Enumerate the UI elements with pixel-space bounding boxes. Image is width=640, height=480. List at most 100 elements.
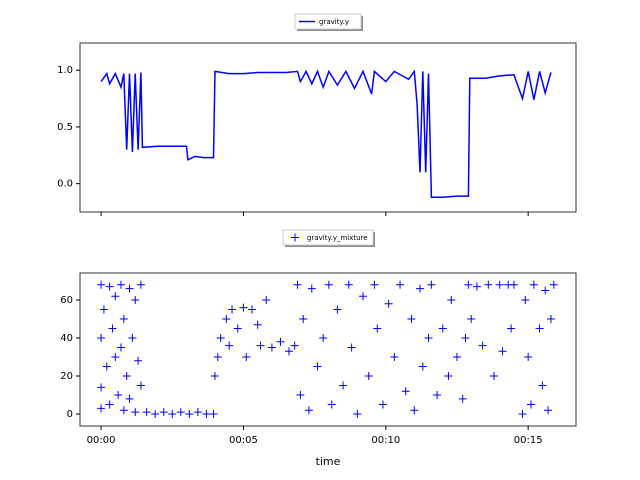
plus-marker — [114, 391, 123, 400]
plus-marker — [111, 292, 120, 301]
y-tick-label: 60 — [60, 295, 73, 306]
plus-marker — [464, 280, 473, 289]
plus-marker — [444, 372, 453, 381]
plus-marker — [333, 305, 342, 314]
plus-marker — [461, 334, 470, 343]
plus-marker — [495, 280, 504, 289]
plus-marker — [401, 387, 410, 396]
plus-marker — [210, 372, 219, 381]
data-line — [100, 69, 552, 199]
plus-marker — [159, 408, 168, 417]
plus-marker — [97, 334, 106, 343]
plus-marker — [293, 280, 302, 289]
plus-marker — [256, 341, 265, 350]
plus-marker — [117, 343, 126, 352]
plus-marker — [151, 410, 160, 419]
plus-marker — [262, 295, 271, 304]
plus-marker — [119, 406, 128, 415]
plus-marker — [105, 282, 114, 291]
plus-marker — [507, 324, 516, 333]
plus-marker — [390, 353, 399, 362]
plus-marker — [307, 284, 316, 293]
plus-marker — [299, 314, 308, 323]
y-tick-label: 0.5 — [57, 122, 73, 133]
plus-marker — [102, 362, 111, 371]
plus-marker — [111, 353, 120, 362]
plus-marker — [136, 381, 145, 390]
plus-marker — [276, 337, 285, 346]
plus-marker — [242, 353, 251, 362]
plus-marker — [131, 295, 140, 304]
plus-marker — [544, 406, 553, 415]
plus-marker — [396, 280, 405, 289]
plus-marker — [541, 286, 550, 295]
plus-marker — [521, 295, 530, 304]
plus-marker — [410, 406, 419, 415]
plus-marker — [344, 280, 353, 289]
plus-marker — [304, 406, 313, 415]
plot-area — [100, 69, 552, 199]
plus-marker — [225, 341, 234, 350]
plus-marker — [452, 353, 461, 362]
plus-marker — [125, 284, 134, 293]
legend-swatch — [291, 233, 299, 242]
plus-marker — [339, 381, 348, 390]
plus-marker — [97, 404, 106, 413]
y-tick-label: 1.0 — [57, 65, 73, 76]
plus-marker — [549, 280, 558, 289]
plus-marker — [472, 282, 481, 291]
plus-marker — [447, 295, 456, 304]
x-tick-label: 00:15 — [514, 435, 543, 446]
plus-marker — [324, 280, 333, 289]
plus-marker — [524, 353, 533, 362]
plus-marker — [209, 410, 218, 419]
plus-marker — [136, 280, 145, 289]
plus-marker — [407, 314, 416, 323]
plus-marker — [122, 372, 131, 381]
plus-marker — [529, 280, 538, 289]
plus-marker — [484, 280, 493, 289]
legend-box — [282, 229, 374, 246]
plus-marker — [527, 400, 536, 409]
x-tick-label: 00:10 — [371, 435, 400, 446]
y-tick-label: 20 — [60, 371, 73, 382]
plus-marker — [128, 334, 137, 343]
legend-box — [294, 13, 362, 30]
plus-marker — [233, 324, 242, 333]
plus-marker — [546, 314, 555, 323]
plus-marker — [193, 408, 202, 417]
y-tick-label: 40 — [60, 333, 73, 344]
axes-frame — [79, 42, 577, 213]
plus-marker — [518, 410, 527, 419]
plus-marker — [427, 280, 436, 289]
plus-marker — [97, 383, 106, 392]
plus-marker — [327, 400, 336, 409]
plus-marker — [509, 280, 518, 289]
plus-marker — [222, 314, 231, 323]
plus-marker — [319, 334, 328, 343]
plus-marker — [538, 381, 547, 390]
plus-marker — [131, 408, 140, 417]
plus-marker — [185, 410, 194, 419]
plus-marker — [424, 334, 433, 343]
plus-marker — [97, 280, 106, 289]
plus-marker — [202, 410, 211, 419]
x-tick-label: 00:00 — [87, 435, 116, 446]
plus-marker — [105, 400, 114, 409]
plus-marker — [239, 303, 248, 312]
plus-marker — [418, 362, 427, 371]
legend-label: gravity.y_mixture — [307, 234, 368, 242]
plus-marker — [247, 305, 256, 314]
plus-marker — [142, 408, 151, 417]
x-axis-label: time — [316, 455, 341, 468]
plus-marker — [438, 324, 447, 333]
plus-marker — [458, 394, 467, 403]
plus-marker — [415, 284, 424, 293]
plus-marker — [433, 391, 442, 400]
plot-area — [97, 280, 558, 419]
plus-marker — [125, 394, 134, 403]
plus-marker — [347, 343, 356, 352]
plus-marker — [313, 362, 322, 371]
plus-marker — [370, 280, 379, 289]
